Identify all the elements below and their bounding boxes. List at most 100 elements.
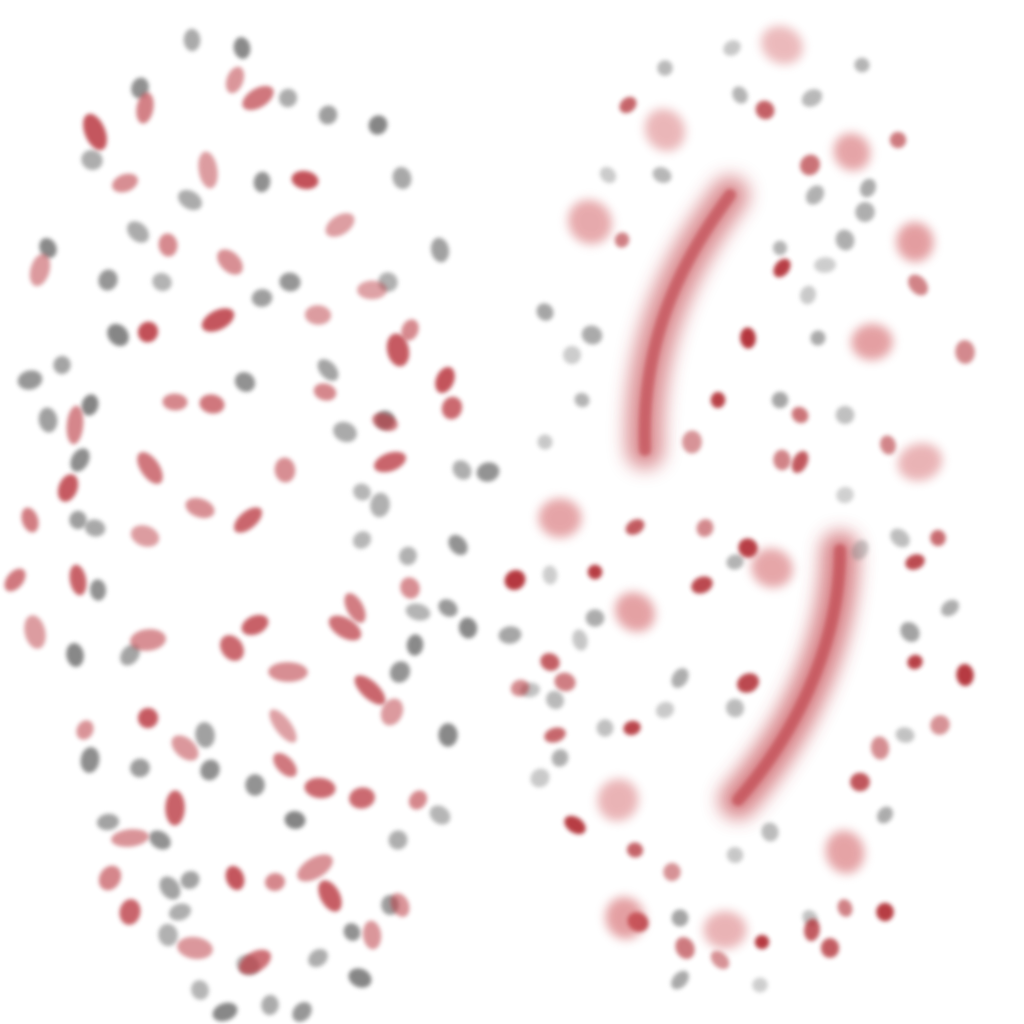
dot	[691, 576, 713, 594]
dot	[273, 752, 297, 778]
dot	[540, 653, 560, 671]
dot	[564, 815, 586, 835]
dot	[130, 758, 150, 778]
dot	[242, 85, 274, 111]
dot	[292, 1002, 312, 1022]
dot	[53, 355, 71, 375]
dot	[726, 554, 744, 570]
dot	[318, 880, 342, 912]
dot	[220, 635, 244, 661]
dot	[119, 899, 141, 925]
dot	[623, 720, 641, 736]
dot	[791, 451, 809, 473]
dot	[344, 593, 366, 623]
dot	[476, 462, 500, 482]
dot	[399, 546, 417, 566]
dot	[671, 668, 689, 688]
dot	[168, 903, 192, 921]
dot	[804, 918, 820, 942]
dot	[438, 599, 458, 617]
dot	[107, 323, 129, 347]
dot	[349, 787, 375, 809]
dot	[572, 629, 588, 651]
dot	[458, 617, 478, 639]
dot	[671, 970, 689, 990]
dot	[401, 319, 419, 341]
dot	[233, 507, 263, 533]
dot	[703, 911, 747, 949]
dot	[343, 923, 361, 941]
dot	[908, 274, 928, 296]
dot	[195, 722, 215, 748]
dot	[127, 221, 149, 243]
dot	[261, 994, 279, 1016]
dot	[180, 871, 200, 889]
dot	[614, 592, 656, 632]
dot	[773, 258, 791, 278]
dot	[546, 690, 564, 710]
dot	[251, 289, 273, 307]
dot	[362, 920, 382, 950]
dot	[372, 412, 398, 432]
dot	[538, 498, 582, 538]
dot	[755, 100, 775, 120]
dot	[159, 876, 181, 900]
dot	[368, 115, 388, 135]
dot	[955, 340, 975, 364]
dot	[530, 768, 550, 788]
dot	[710, 391, 726, 409]
dot	[895, 727, 915, 743]
dot	[682, 430, 702, 454]
dot	[800, 285, 816, 305]
dot	[498, 626, 522, 644]
dot	[896, 222, 934, 262]
dot	[177, 936, 213, 960]
dot	[98, 865, 122, 891]
dot	[544, 727, 566, 743]
dot	[234, 372, 256, 392]
streaks	[625, 176, 859, 819]
dot	[199, 394, 225, 414]
dot	[357, 280, 387, 300]
dot	[89, 579, 107, 601]
dot	[510, 679, 530, 697]
dot	[761, 822, 779, 842]
dot	[851, 540, 869, 560]
dot	[17, 370, 43, 390]
dot	[930, 529, 946, 547]
dot	[597, 778, 639, 822]
dot	[907, 654, 923, 670]
dot	[655, 701, 675, 719]
dot	[318, 105, 338, 125]
dot	[241, 614, 269, 636]
dot	[4, 568, 26, 592]
dot	[837, 899, 853, 917]
dot	[761, 25, 803, 65]
dot	[149, 830, 171, 850]
dot	[374, 451, 406, 473]
dot	[429, 805, 451, 825]
dot	[810, 330, 826, 346]
dot	[626, 842, 644, 858]
dot	[725, 698, 745, 718]
dot	[736, 673, 760, 693]
dot	[754, 934, 770, 950]
dot	[24, 615, 46, 649]
dot	[245, 774, 265, 796]
dot	[390, 893, 410, 917]
dot	[333, 421, 357, 443]
dot	[239, 949, 271, 975]
dot	[353, 483, 371, 501]
dot	[370, 492, 390, 518]
dot	[536, 303, 554, 321]
dot	[851, 323, 893, 361]
dot	[889, 131, 907, 149]
dot	[111, 829, 149, 847]
dot	[805, 185, 825, 205]
dot	[66, 643, 84, 667]
dot	[136, 92, 154, 124]
dot	[860, 178, 876, 198]
dot	[352, 531, 372, 549]
dot	[596, 719, 614, 737]
